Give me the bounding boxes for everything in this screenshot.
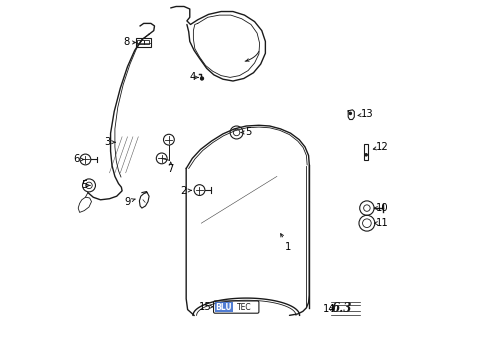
Text: 4: 4 xyxy=(189,72,195,82)
Text: 5: 5 xyxy=(244,127,251,138)
Text: 11: 11 xyxy=(375,218,387,228)
Bar xyxy=(215,302,232,312)
Text: 14: 14 xyxy=(322,304,335,314)
Text: 12: 12 xyxy=(375,142,387,152)
Text: 15: 15 xyxy=(199,302,212,312)
Text: 7: 7 xyxy=(167,164,174,174)
Circle shape xyxy=(200,77,203,80)
Bar xyxy=(144,40,149,44)
Text: 6.3: 6.3 xyxy=(331,302,351,315)
Text: TEC: TEC xyxy=(237,302,251,311)
Text: 6: 6 xyxy=(73,154,79,165)
Bar xyxy=(137,40,143,44)
Bar xyxy=(136,38,151,47)
Text: BLU: BLU xyxy=(215,302,232,311)
Text: 8: 8 xyxy=(123,37,129,48)
Bar xyxy=(363,144,367,160)
Text: 5: 5 xyxy=(81,180,87,190)
Text: 1: 1 xyxy=(285,242,291,252)
Text: 9: 9 xyxy=(124,197,130,207)
Text: 13: 13 xyxy=(360,109,372,120)
Text: 10: 10 xyxy=(375,203,387,213)
Circle shape xyxy=(365,154,366,156)
Text: 2: 2 xyxy=(180,186,186,196)
Text: 3: 3 xyxy=(103,137,110,147)
Circle shape xyxy=(348,112,351,114)
